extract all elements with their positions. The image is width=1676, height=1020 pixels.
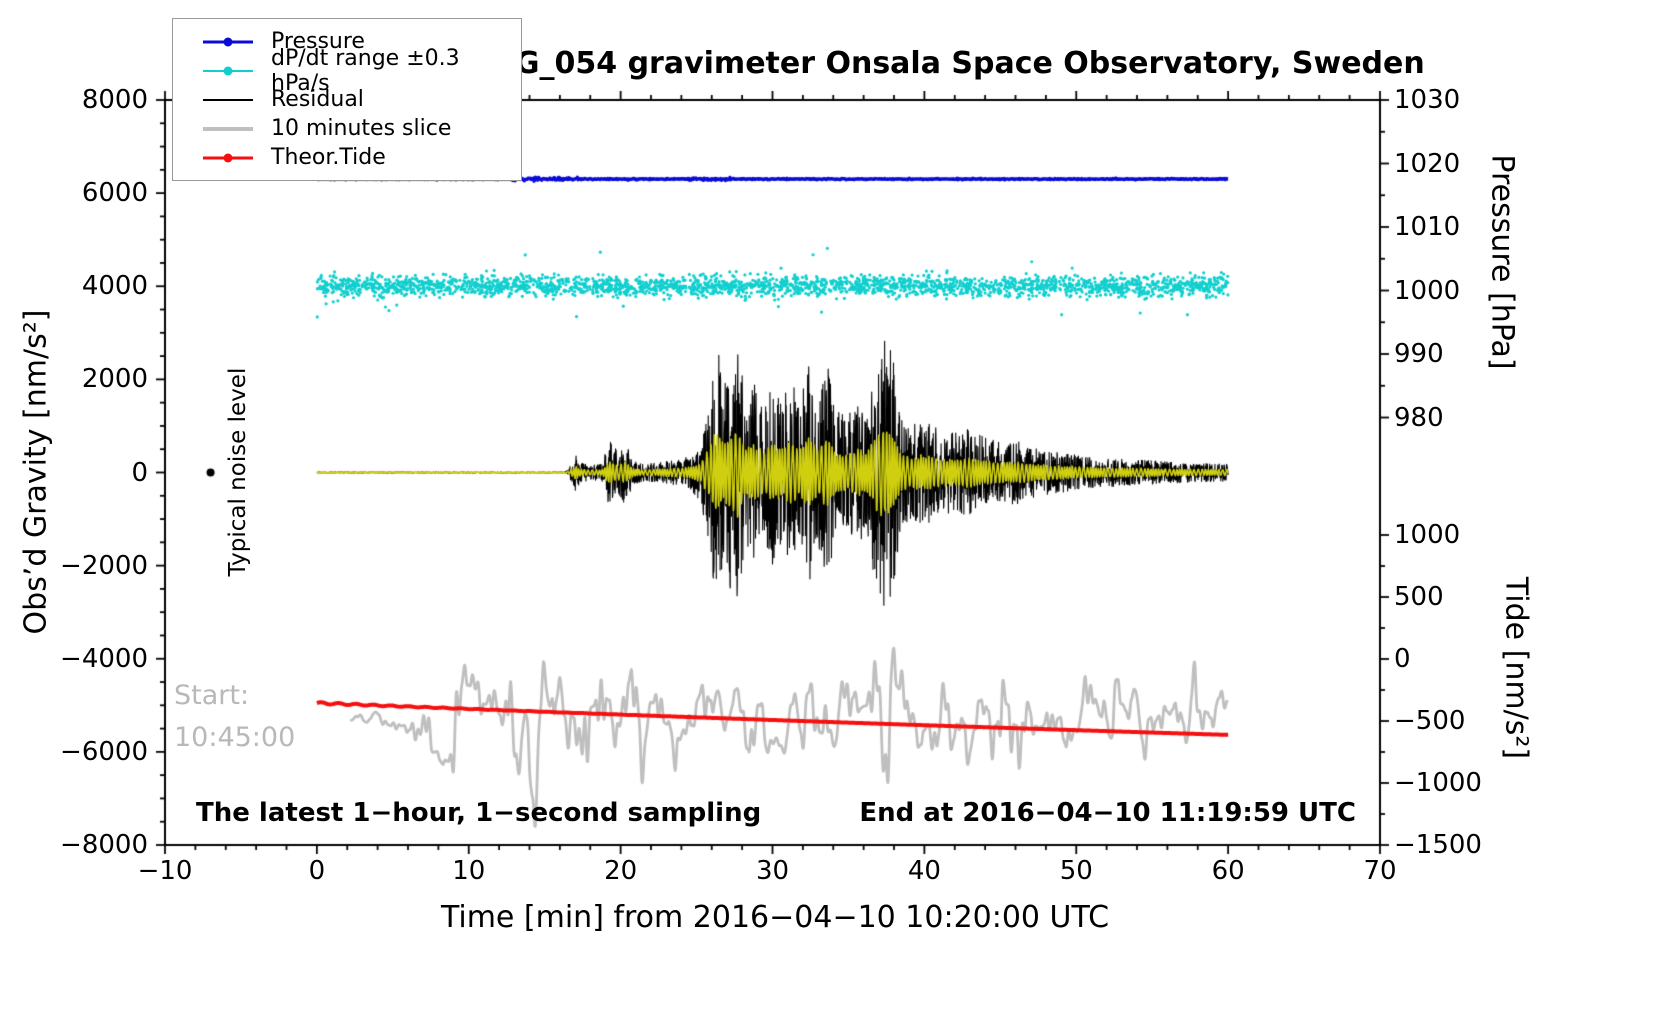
legend-label: 10 minutes slice <box>271 116 452 141</box>
legend-marker-icon <box>203 32 253 52</box>
legend-marker-icon <box>203 119 253 139</box>
legend-label: dP/dt range ±0.3 hPa/s <box>271 45 460 96</box>
legend-item-3: 10 minutes slice <box>203 114 521 143</box>
legend-label: Pressure <box>271 29 365 54</box>
legend-marker-icon <box>203 148 253 168</box>
legend-item-4: Theor.Tide <box>203 143 521 172</box>
legend-label: Theor.Tide <box>271 145 386 170</box>
legend-item-1: dP/dt range ±0.3 hPa/s <box>203 46 521 96</box>
legend-marker-icon <box>203 90 253 110</box>
legend-label: Residual <box>271 87 364 112</box>
legend: Pressure dP/dt range ±0.3 hPa/s Residual 10… <box>172 18 522 181</box>
legend-item-2: Residual <box>203 85 521 114</box>
legend-item-0: Pressure <box>203 27 521 56</box>
legend-marker-icon <box>203 61 253 81</box>
